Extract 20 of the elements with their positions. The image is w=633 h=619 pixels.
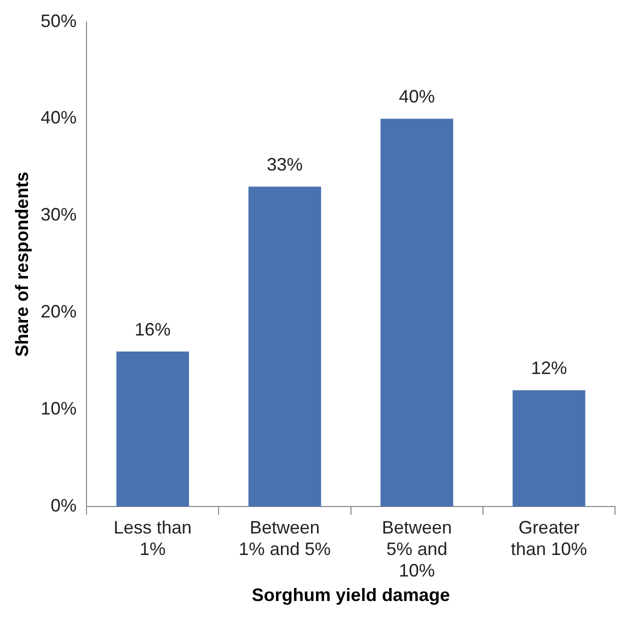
y-tick-label: 40% <box>40 108 77 128</box>
bar <box>248 186 322 507</box>
x-tick-label: Less than 1% <box>114 517 192 559</box>
y-axis-title: Share of respondents <box>12 172 32 357</box>
y-tick-label: 50% <box>40 10 77 31</box>
y-tick-label: 20% <box>40 302 77 322</box>
data-label: 40% <box>398 86 435 107</box>
data-label: 16% <box>134 319 171 340</box>
x-tick-label: Between 1% and 5% <box>238 517 331 559</box>
x-tick-label: Between 5% and 10% <box>382 517 452 581</box>
y-tick-label: 10% <box>40 398 77 419</box>
y-tick-label: 0% <box>50 496 77 516</box>
y-tick-label: 30% <box>40 204 77 225</box>
data-label: 12% <box>530 358 567 378</box>
bar <box>116 351 189 507</box>
data-label: 33% <box>266 154 303 175</box>
bar <box>512 390 586 507</box>
bar <box>380 118 454 507</box>
x-axis-title: Sorghum yield damage <box>252 585 450 606</box>
x-tick-label: Greater than 10% <box>510 517 587 559</box>
